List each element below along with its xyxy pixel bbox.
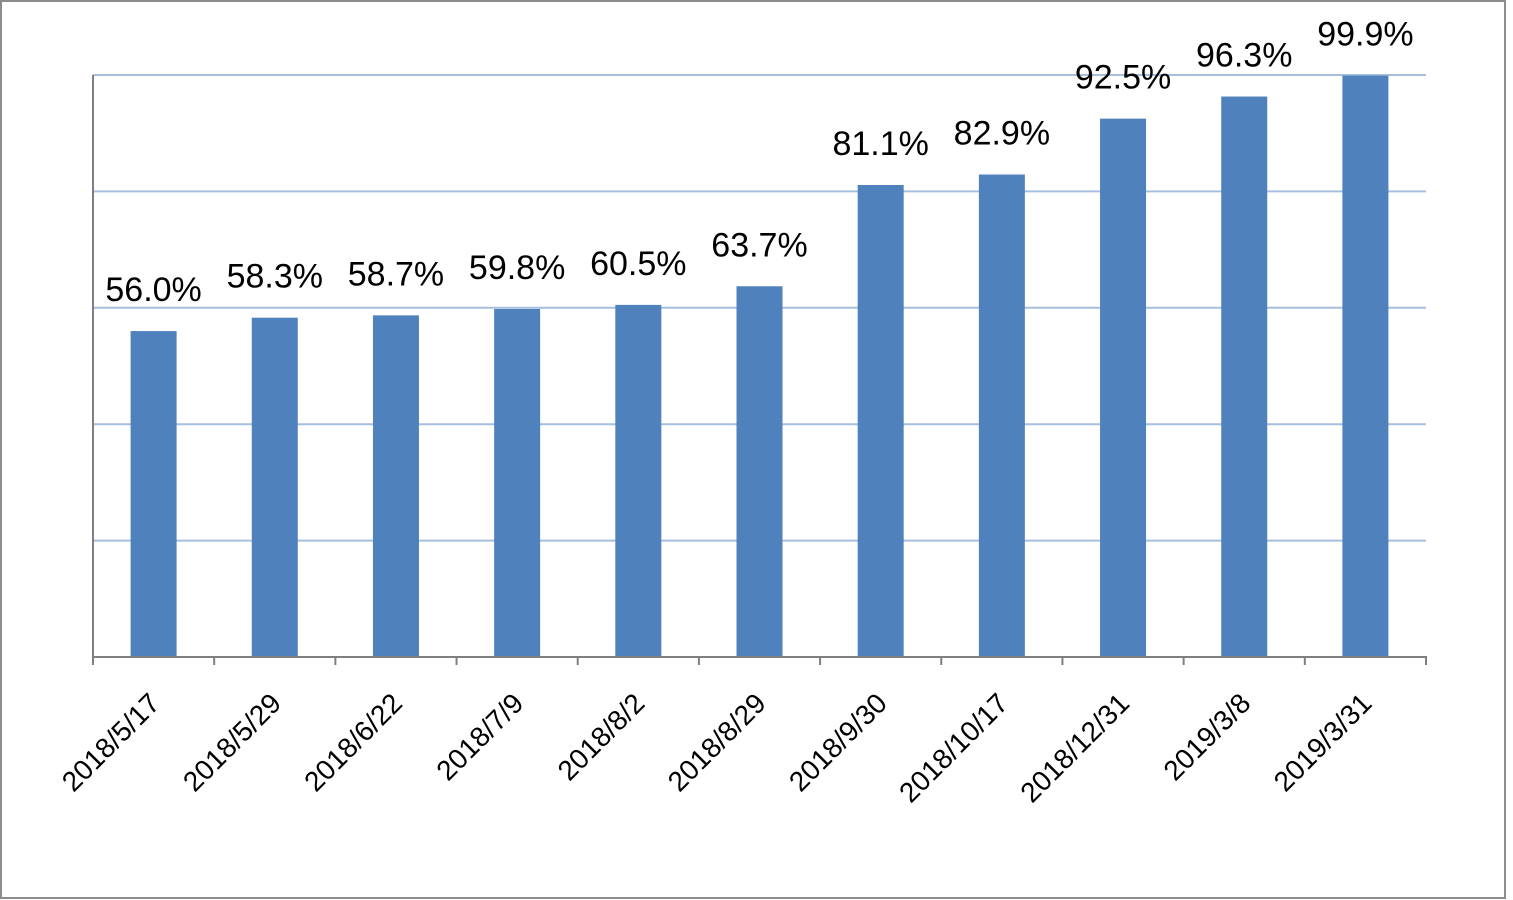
data-label: 60.5% [590,245,686,283]
data-label: 56.0% [105,271,201,309]
bar [494,308,541,657]
data-label: 96.3% [1196,37,1292,75]
data-labels: 56.0% 58.3% 58.7% 59.8% 60.5% 63.7% 81.1% 82.9%… [105,16,1413,309]
data-label: 58.3% [227,258,323,296]
bar [251,317,298,657]
data-label: 82.9% [954,115,1050,153]
bars [130,75,1389,658]
bar [1221,96,1268,657]
data-label: 58.7% [348,255,444,293]
data-label: 59.8% [469,249,565,287]
data-label: 63.7% [711,226,807,264]
bar [1100,118,1147,657]
data-label: 99.9% [1317,16,1413,54]
bar [736,286,783,657]
data-label: 92.5% [1075,59,1171,97]
bar [615,304,662,657]
bar [1342,75,1389,657]
bar [372,315,419,657]
data-label: 81.1% [832,125,928,163]
x-axis [92,75,1427,665]
bar [857,184,904,658]
bar [130,331,177,657]
bar [978,174,1025,657]
